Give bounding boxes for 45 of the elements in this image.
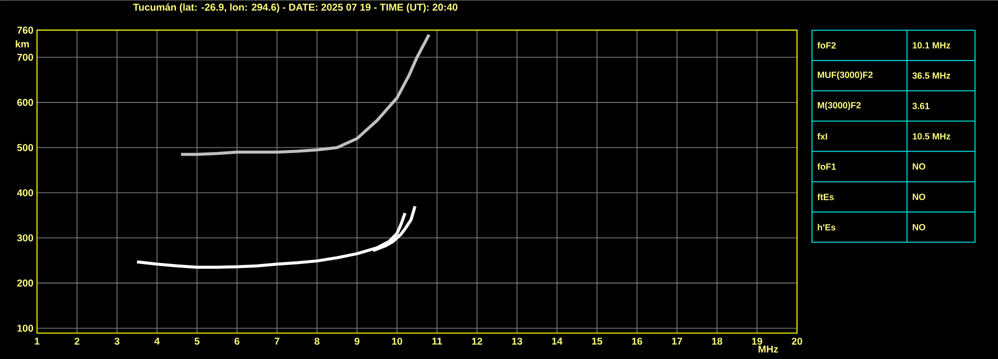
x-tick-label: 6 [234, 338, 240, 345]
x-tick-label: 15 [592, 338, 602, 345]
x-tick-label: 1 [34, 338, 40, 344]
x-tick-label: 11 [432, 338, 442, 344]
category-label: ftEs [817, 194, 834, 200]
y-tick-label: 500 [17, 144, 34, 152]
x-tick-label: 14 [552, 338, 562, 344]
text: 36.5 MHz [912, 72, 950, 79]
category-label: MUF(3000)F2 [818, 71, 873, 80]
x-tick-label: 5 [194, 338, 200, 345]
chart-title: Tucumán (lat: -26.9, lon: 294.6) - DATE: 2025 07 19 - TIME (UT): 20:40 [133, 3, 458, 13]
x-tick-label: 19 [752, 338, 762, 345]
x-tick-label: 17 [672, 338, 682, 344]
y-tick-label: 700 [17, 54, 34, 61]
category-label: h'Es [818, 224, 836, 230]
x-tick-label: 9 [354, 338, 360, 345]
y-tick-label: 200 [17, 279, 34, 286]
y-tick-label: 760 [17, 26, 34, 34]
x-tick-label: 12 [472, 338, 482, 345]
x-tick-label: 20 [792, 338, 802, 345]
x-axis-title: MHz [758, 346, 778, 352]
text: 3.61 [912, 102, 930, 110]
x-tick-label: 7 [274, 338, 280, 344]
x-tick-label: 10 [392, 338, 402, 345]
y-tick-label: 600 [17, 98, 34, 106]
y-tick-label: 300 [17, 234, 34, 242]
x-tick-label: 13 [512, 338, 522, 345]
y-tick-label: 400 [17, 189, 34, 196]
x-tick-label: 16 [632, 338, 642, 345]
category-label: fxI [817, 132, 828, 140]
y-axis-title: km [16, 40, 29, 48]
category-label: foF1 [817, 163, 836, 170]
x-tick-label: 2 [74, 338, 80, 345]
x-tick-label: 4 [154, 338, 160, 344]
y-tick-label: 100 [17, 324, 34, 332]
text: 10.5 MHz [912, 133, 950, 140]
x-tick-label: 3 [114, 338, 120, 345]
text: NO [912, 224, 926, 230]
text: 10.1 MHz [912, 42, 950, 48]
x-tick-label: 18 [712, 338, 722, 345]
text: NO [912, 194, 926, 200]
category-label: M(3000)F2 [818, 102, 861, 110]
category-label: foF2 [817, 42, 836, 48]
x-tick-label: 8 [314, 338, 320, 345]
text: NO [912, 163, 926, 170]
